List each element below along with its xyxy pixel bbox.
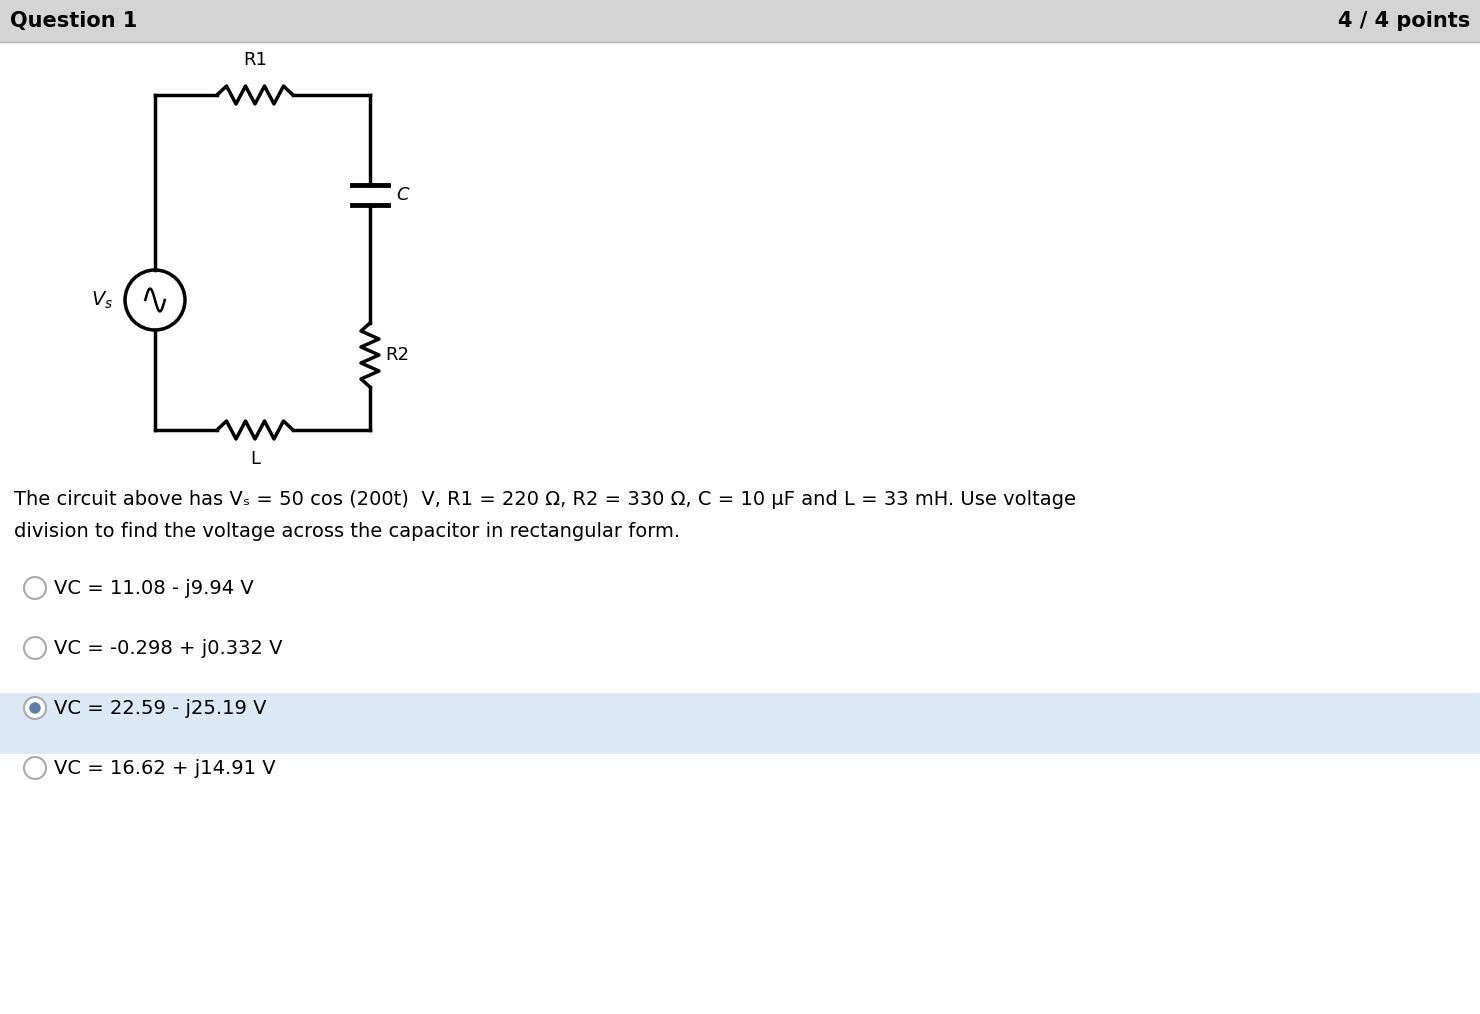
Text: VC = 11.08 - j9.94 V: VC = 11.08 - j9.94 V [53, 579, 253, 597]
Text: VC = -0.298 + j0.332 V: VC = -0.298 + j0.332 V [53, 639, 283, 657]
Text: VC = 22.59 - j25.19 V: VC = 22.59 - j25.19 V [53, 699, 266, 718]
Circle shape [30, 703, 41, 714]
Text: L: L [250, 450, 260, 468]
Bar [0, 0, 1480, 42]
Text: The circuit above has Vₛ = 50 cos (200t)  V, R1 = 220 Ω, R2 = 330 Ω, C = 10 μF a: The circuit above has Vₛ = 50 cos (200t)… [13, 490, 1076, 509]
Circle shape [24, 697, 46, 719]
Bar [0, 693, 1480, 753]
Text: 4 / 4 points: 4 / 4 points [1338, 11, 1470, 31]
Text: division to find the voltage across the capacitor in rectangular form.: division to find the voltage across the … [13, 522, 681, 541]
Text: Question 1: Question 1 [10, 11, 138, 31]
Circle shape [24, 637, 46, 659]
Text: R2: R2 [385, 346, 408, 364]
Circle shape [24, 577, 46, 599]
Circle shape [24, 757, 46, 779]
Text: C: C [397, 186, 408, 204]
Text: R1: R1 [243, 51, 266, 69]
Text: VC = 16.62 + j14.91 V: VC = 16.62 + j14.91 V [53, 758, 275, 778]
Text: $V_s$: $V_s$ [90, 289, 112, 310]
